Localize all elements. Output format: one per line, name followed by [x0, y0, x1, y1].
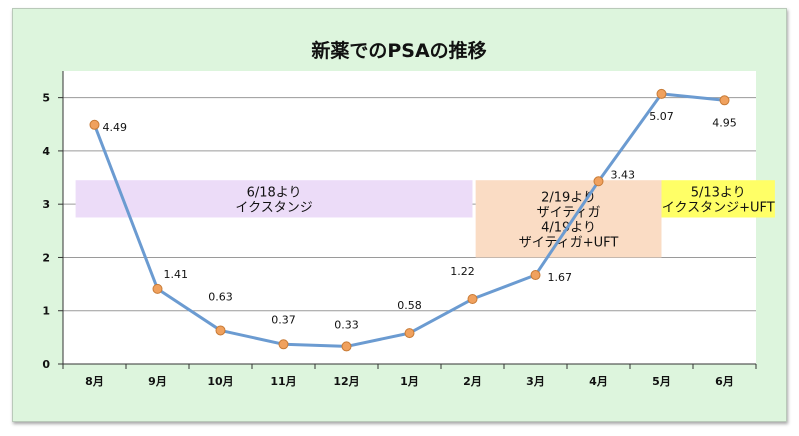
data-label-2: 0.63: [208, 290, 233, 303]
annotation-box-zytiga: [475, 180, 662, 258]
data-label-10: 4.95: [712, 116, 737, 129]
data-point-3: [278, 339, 289, 350]
data-label-6: 1.22: [450, 265, 475, 278]
x-tick-label-2: 10月: [207, 375, 233, 388]
data-point-8: [593, 176, 604, 187]
annotation-box-ixtandi-1: [75, 180, 473, 218]
data-point-0: [89, 119, 100, 130]
annotation-boxes: 6/18よりイクスタンジ2/19よりザイティガ4/19よりザイティガ+UFT5/…: [75, 180, 775, 258]
data-label-5: 0.58: [397, 299, 422, 312]
x-tick-label-10: 6月: [715, 375, 734, 388]
data-label-9: 5.07: [649, 110, 674, 123]
data-label-1: 1.41: [164, 268, 189, 281]
annotation-box-ixtandi-uft: [661, 180, 775, 218]
x-tick-label-0: 8月: [85, 375, 104, 388]
x-tick-label-4: 12月: [333, 375, 359, 388]
data-label-0: 4.49: [103, 121, 128, 134]
annotation-text-ixtandi-uft-1: イクスタンジ+UFT: [662, 200, 775, 215]
data-label-4: 0.33: [334, 318, 359, 331]
annotation-text-zytiga-1: ザイティガ: [537, 205, 601, 220]
data-point-10: [719, 95, 730, 106]
data-label-8: 3.43: [611, 168, 636, 181]
y-tick-label-0: 0: [42, 358, 50, 371]
data-point-9: [656, 88, 667, 99]
x-tick-label-1: 9月: [148, 375, 167, 388]
chart-title: 新薬でのPSAの推移: [311, 39, 486, 62]
data-label-7: 1.67: [548, 271, 573, 284]
x-tick-label-3: 11月: [270, 375, 296, 388]
data-labels: 4.49 1.41 0.63 0.37 0.33 0.58 1.22 1.67 3.43 5.07…: [103, 110, 737, 332]
series-psa: [89, 88, 730, 352]
x-tick-label-9: 5月: [652, 375, 671, 388]
y-tick-label-5: 5: [42, 92, 50, 105]
annotation-text-zytiga-0: 2/19より: [541, 190, 596, 205]
data-point-1: [152, 283, 163, 294]
x-tick-label-8: 4月: [589, 375, 608, 388]
chart-frame: 新薬でのPSAの推移 6/18より イクスタンジ 2/19より ザイティガ 4/19より…: [12, 8, 787, 422]
y-tick-label-2: 2: [42, 251, 50, 264]
data-point-5: [404, 328, 415, 339]
annotation-text-ixtandi-1-0: 6/18より: [247, 185, 302, 200]
psa-line-chart: 新薬でのPSAの推移 6/18よりイクスタンジ2/19よりザイティガ4/19より…: [42, 39, 775, 388]
x-tick-label-6: 2月: [463, 375, 482, 388]
annotation-text-zytiga-3: ザイティガ+UFT: [519, 235, 619, 250]
data-label-3: 0.37: [271, 313, 296, 326]
x-tick-label-5: 1月: [400, 375, 419, 388]
y-tick-label-1: 1: [42, 305, 50, 318]
annotation-text-ixtandi-1-1: イクスタンジ: [235, 200, 312, 215]
data-point-2: [215, 325, 226, 336]
y-tick-label-4: 4: [42, 145, 50, 158]
data-point-6: [467, 294, 478, 305]
y-tick-label-3: 3: [42, 198, 50, 211]
axes: 0 1 2 3 4 5 8月 9月 10月 11月 12月 1月 2月 3月 4月 5月 6月: [42, 71, 757, 388]
data-point-7: [530, 270, 541, 281]
x-tick-label-7: 3月: [526, 375, 545, 388]
annotation-text-ixtandi-uft-0: 5/13より: [691, 185, 746, 200]
data-point-4: [341, 341, 352, 352]
